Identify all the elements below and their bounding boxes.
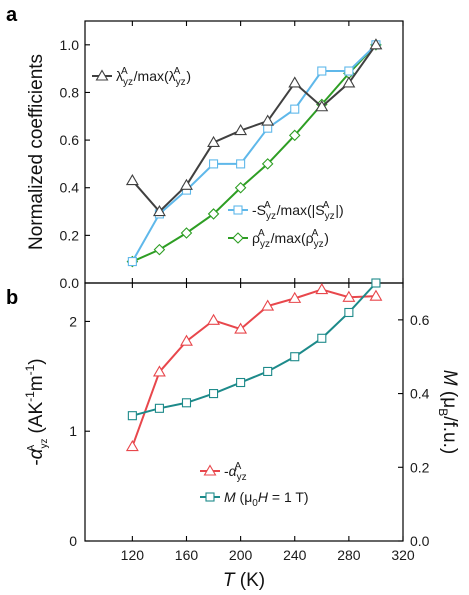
a-series-rho-point: [180, 227, 193, 239]
b-series-m-point: [371, 278, 381, 288]
b-series-alpha-point: [342, 290, 356, 302]
xtick-label: 280: [337, 547, 361, 563]
b-left-ytick-label: 0: [69, 533, 77, 549]
b-series-m-point: [236, 377, 246, 388]
a-series-rho-point: [288, 129, 301, 142]
b-series-m-point: [127, 411, 137, 421]
legend-lambda-label: λyzA/max(λyzA): [116, 66, 191, 88]
xtick-label: 320: [391, 547, 415, 563]
legend-rho-label: ρyzA/max(ρyzA): [252, 228, 329, 250]
x-axis-label: T (K): [223, 570, 265, 591]
a-series-rho-line: [131, 44, 377, 263]
panel-label-b: b: [6, 287, 18, 309]
b-series-m-point: [154, 403, 164, 413]
b-series-alpha-point: [180, 334, 193, 346]
xtick-label: 200: [229, 547, 253, 563]
xtick-label: 160: [175, 547, 199, 563]
a-series-rho-point: [234, 181, 247, 194]
xtick-label: 120: [121, 547, 145, 563]
b-series-alpha-point: [288, 291, 302, 303]
panel-a-frame: [84, 20, 404, 284]
b-series-m-point: [263, 366, 273, 377]
a-series-s-point: [127, 257, 137, 267]
a-series-lambda-point: [180, 178, 193, 190]
legend-s: -SyzA/max(|SyzA |): [228, 200, 344, 222]
a-series-lambda-line: [131, 44, 377, 213]
b-series-alpha-point: [207, 313, 221, 325]
b-series-alpha-line: [131, 288, 376, 447]
a-ytick-label: 0.8: [60, 84, 80, 100]
panel-b-series: [125, 278, 383, 452]
a-ytick-label: 0.2: [60, 227, 80, 243]
legend-m: M (μ0H = 1 T): [200, 489, 309, 509]
b-series-m-line: [132, 282, 377, 417]
legend-alpha-label: -αyzA: [224, 461, 247, 483]
panel-b-left-ylabel: -αyzA (AK-1m-1): [23, 358, 50, 465]
b-series-alpha-point: [234, 322, 248, 334]
legend-rho: ρyzA/max(ρyzA): [228, 228, 329, 250]
a-series-s-line: [131, 44, 377, 263]
b-right-ytick-label: 0.0: [410, 533, 430, 549]
a-series-lambda-point: [207, 135, 221, 148]
b-series-m-point: [209, 389, 219, 399]
legend-lambda: λyzA/max(λyzA): [92, 66, 191, 88]
panel-b-axes: 0 1 2 0.0 0.2 0.4 0.6 120 160 200 240 280 320: [69, 283, 430, 563]
xtick-label: 240: [283, 547, 307, 563]
legend-alpha-marker: [203, 464, 217, 476]
panel-b-right-ylabel: M (μB/f.u.): [436, 370, 460, 454]
b-series-alpha-point: [315, 282, 329, 295]
b-left-ytick-label: 2: [69, 313, 77, 329]
a-series-lambda-point: [342, 76, 356, 88]
b-series-alpha-point: [261, 299, 275, 311]
b-right-ytick-label: 0.6: [410, 312, 430, 328]
b-series-alpha-point: [125, 439, 139, 452]
a-series-lambda-point: [315, 100, 329, 112]
legend-m-label: M (μ0H = 1 T): [224, 489, 309, 509]
legend-lambda-marker: [95, 69, 109, 81]
a-series-rho-point: [207, 208, 220, 220]
a-series-lambda-point: [234, 123, 248, 136]
legend-s-label: -SyzA/max(|SyzA |): [252, 200, 344, 222]
legend-rho-marker: [232, 232, 244, 244]
a-series-s-point: [317, 66, 327, 76]
panel-b-frame: [84, 282, 404, 542]
b-series-m-point: [317, 333, 327, 343]
a-series-s-point: [209, 159, 219, 169]
b-series-m-point: [181, 398, 192, 408]
b-series-alpha-point: [152, 365, 166, 377]
panel-a-ylabel: Normalized coefficients: [26, 54, 47, 250]
b-series-m-point: [344, 307, 354, 318]
legend-alpha: -αyzA: [200, 461, 247, 483]
a-series-rho-point: [261, 158, 274, 170]
a-series-lambda-point: [288, 76, 302, 88]
b-series-m-point: [290, 352, 300, 362]
a-series-s-point: [290, 104, 300, 114]
a-ytick-label: 0.6: [60, 132, 80, 148]
b-series-alpha-point: [369, 289, 383, 301]
panel-label-a: a: [6, 4, 18, 26]
a-series-rho-point: [153, 243, 166, 256]
a-series-lambda-point: [152, 204, 166, 217]
a-series-lambda-point: [261, 114, 275, 126]
b-left-ytick-label: 1: [69, 423, 77, 439]
a-series-lambda-point: [125, 173, 139, 186]
panel-a-axes: 0.0 0.2 0.4 0.6 0.8 1.0: [60, 21, 404, 291]
panel-a-series: [125, 38, 383, 268]
legend-m-marker: [205, 492, 215, 502]
legend-s-marker: [233, 205, 243, 215]
a-ytick-label: 1.0: [60, 37, 80, 53]
a-series-lambda-point: [369, 38, 383, 50]
a-series-s-point: [344, 66, 354, 76]
a-ytick-label: 0.4: [60, 180, 80, 196]
b-right-ytick-label: 0.4: [410, 386, 430, 402]
a-series-s-point: [236, 159, 246, 169]
b-right-ytick-label: 0.2: [410, 459, 430, 475]
a-ytick-label: 0.0: [60, 275, 80, 291]
